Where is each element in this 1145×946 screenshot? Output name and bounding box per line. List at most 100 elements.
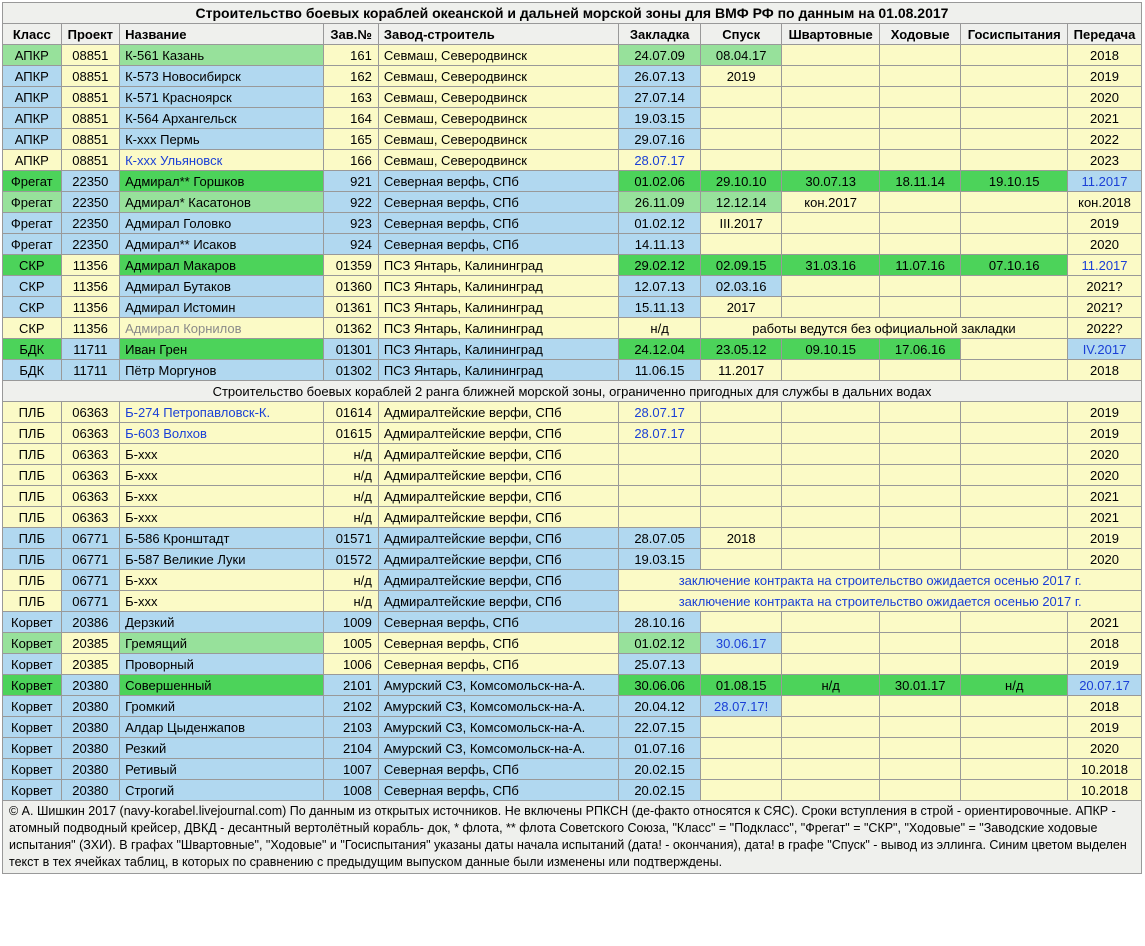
cell: 2019 xyxy=(1068,654,1142,675)
cell: ПСЗ Янтарь, Калининград xyxy=(378,360,618,381)
cell: Адмиралтейские верфи, СПб xyxy=(378,423,618,444)
cell: 22350 xyxy=(61,213,120,234)
table-row: ПЛБ06363Б-хххн/дАдмиралтейские верфи, СП… xyxy=(3,444,1142,465)
footnote: © А. Шишкин 2017 (navy-korabel.livejourn… xyxy=(3,801,1142,874)
cell: 30.06.06 xyxy=(619,675,701,696)
cell: 08851 xyxy=(61,66,120,87)
cell: Пётр Моргунов xyxy=(120,360,324,381)
cell: 26.11.09 xyxy=(619,192,701,213)
cell: Ретивый xyxy=(120,759,324,780)
cell: 1009 xyxy=(323,612,378,633)
cell xyxy=(879,759,961,780)
cell: 11356 xyxy=(61,276,120,297)
cell: 10.2018 xyxy=(1068,780,1142,801)
cell: 2019 xyxy=(1068,402,1142,423)
cell: 01301 xyxy=(323,339,378,360)
cell: 20385 xyxy=(61,633,120,654)
cell: 01572 xyxy=(323,549,378,570)
table-row: ПЛБ06363Б-хххн/дАдмиралтейские верфи, СП… xyxy=(3,486,1142,507)
col-header: Завод-строитель xyxy=(378,24,618,45)
cell: Северная верфь, СПб xyxy=(378,171,618,192)
table-row: СКР11356Адмирал Бутаков01360ПСЗ Янтарь, … xyxy=(3,276,1142,297)
cell: АПКР xyxy=(3,108,62,129)
cell xyxy=(879,108,961,129)
cell: Б-587 Великие Луки xyxy=(120,549,324,570)
cell: 28.10.16 xyxy=(619,612,701,633)
cell xyxy=(782,444,879,465)
cell: 06363 xyxy=(61,486,120,507)
cell: 2101 xyxy=(323,675,378,696)
cell xyxy=(879,465,961,486)
cell: Северная верфь, СПб xyxy=(378,213,618,234)
cell: 2019 xyxy=(1068,423,1142,444)
cell: Адмиралтейские верфи, СПб xyxy=(378,444,618,465)
col-header: Передача xyxy=(1068,24,1142,45)
table-row: ПЛБ06363Б-274 Петропавловск-К.01614Адмир… xyxy=(3,402,1142,423)
cell xyxy=(879,486,961,507)
cell xyxy=(700,654,782,675)
cell: ПСЗ Янтарь, Калининград xyxy=(378,297,618,318)
cell xyxy=(782,360,879,381)
cell xyxy=(700,129,782,150)
cell: 30.07.13 xyxy=(782,171,879,192)
cell: 28.07.17 xyxy=(619,402,701,423)
cell: 11356 xyxy=(61,297,120,318)
cell: кон.2018 xyxy=(1068,192,1142,213)
col-header: Зав.№ xyxy=(323,24,378,45)
cell xyxy=(961,108,1068,129)
cell xyxy=(961,192,1068,213)
cell xyxy=(782,654,879,675)
cell: 161 xyxy=(323,45,378,66)
cell: АПКР xyxy=(3,66,62,87)
cell: Адмиралтейские верфи, СПб xyxy=(378,507,618,528)
cell: 2023 xyxy=(1068,150,1142,171)
cell: 1007 xyxy=(323,759,378,780)
cell xyxy=(782,507,879,528)
cell xyxy=(782,528,879,549)
cell: Б-ххх xyxy=(120,465,324,486)
cell: 2018 xyxy=(1068,45,1142,66)
cell: 06363 xyxy=(61,444,120,465)
cell: Фрегат xyxy=(3,234,62,255)
cell: 2019 xyxy=(1068,528,1142,549)
cell: 14.11.13 xyxy=(619,234,701,255)
table-row: Фрегат22350Адмирал Головко923Северная ве… xyxy=(3,213,1142,234)
cell: 01362 xyxy=(323,318,378,339)
table-row: БДК11711Пётр Моргунов01302ПСЗ Янтарь, Ка… xyxy=(3,360,1142,381)
cell: Адмирал** Горшков xyxy=(120,171,324,192)
cell: Резкий xyxy=(120,738,324,759)
cell: Адмиралтейские верфи, СПб xyxy=(378,549,618,570)
cell: СКР xyxy=(3,255,62,276)
cell: 06771 xyxy=(61,549,120,570)
cell xyxy=(879,129,961,150)
table-row: АПКР08851К-561 Казань161Севмаш, Северодв… xyxy=(3,45,1142,66)
cell xyxy=(879,150,961,171)
cell: АПКР xyxy=(3,129,62,150)
col-header: Спуск xyxy=(700,24,782,45)
cell xyxy=(782,66,879,87)
cell: 923 xyxy=(323,213,378,234)
table-row: СКР11356Адмирал Истомин01361ПСЗ Янтарь, … xyxy=(3,297,1142,318)
table-row: АПКР08851К-573 Новосибирск162Севмаш, Сев… xyxy=(3,66,1142,87)
cell: 31.03.16 xyxy=(782,255,879,276)
cell xyxy=(879,612,961,633)
cell xyxy=(961,654,1068,675)
cell: 2021? xyxy=(1068,276,1142,297)
cell xyxy=(879,402,961,423)
cell: Громкий xyxy=(120,696,324,717)
cell: Северная верфь, СПб xyxy=(378,780,618,801)
cell xyxy=(961,276,1068,297)
cell: Корвет xyxy=(3,696,62,717)
cell: 25.07.13 xyxy=(619,654,701,675)
cell xyxy=(879,633,961,654)
header-row: КлассПроектНазваниеЗав.№Завод-строительЗ… xyxy=(3,24,1142,45)
cell xyxy=(879,360,961,381)
cell: 2104 xyxy=(323,738,378,759)
cell: 2022 xyxy=(1068,129,1142,150)
table-row: Фрегат22350Адмирал* Касатонов922Северная… xyxy=(3,192,1142,213)
cell: Северная верфь, СПб xyxy=(378,234,618,255)
cell xyxy=(619,507,701,528)
cell: 01615 xyxy=(323,423,378,444)
cell: 11.2017 xyxy=(1068,255,1142,276)
cell: Севмаш, Северодвинск xyxy=(378,108,618,129)
